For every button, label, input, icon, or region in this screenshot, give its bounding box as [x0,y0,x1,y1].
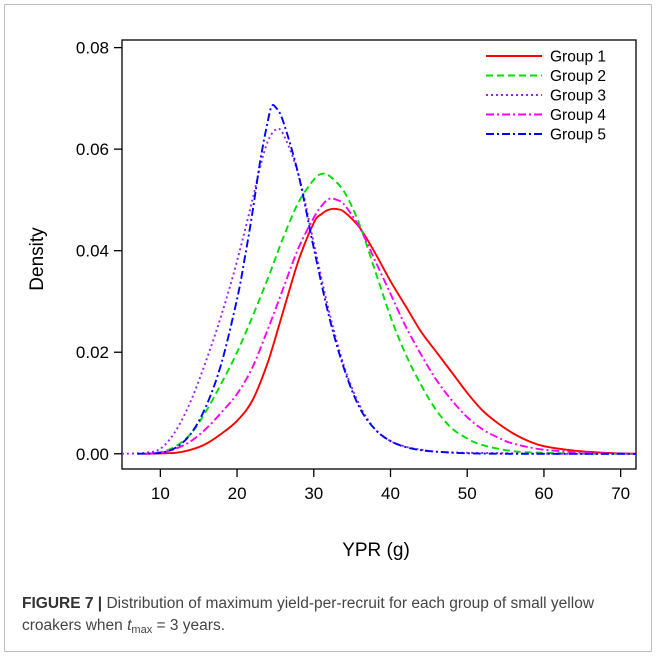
x-tick-label: 10 [151,484,170,503]
series-lines [121,104,637,455]
series-line-group-3 [121,127,636,455]
legend: Group 1 Group 2 Group 3 Group 4 Group 5 [486,49,606,144]
x-tick-label: 30 [304,484,323,503]
legend-label-group-4: Group 4 [550,107,606,124]
y-tick-label: 0.08 [76,39,109,58]
series-line-group-1 [144,207,637,455]
y-tick-label: 0.04 [76,242,109,261]
legend-label-group-3: Group 3 [550,88,606,105]
plot-border [121,39,637,470]
figure-caption: FIGURE 7 | Distribution of maximum yield… [22,593,637,637]
figure-frame: 10 20 30 40 50 60 70 0.00 0.02 0.04 0.06 0.08 Group… [4,4,652,652]
legend-label-group-5: Group 5 [550,127,606,144]
legend-label-group-2: Group 2 [550,68,606,85]
y-axis-label: Density [27,227,48,291]
caption-subscript: max [131,624,153,636]
series-line-group-2 [144,172,636,455]
x-tick-label: 60 [534,484,553,503]
caption-variable: t [127,617,132,634]
x-tick-label: 40 [381,484,400,503]
x-tick-label: 70 [611,484,630,503]
y-tick-label: 0.00 [76,445,109,464]
y-tick-label: 0.02 [76,343,109,362]
legend-label-group-1: Group 1 [550,49,606,66]
axes: 10 20 30 40 50 60 70 0.00 0.02 0.04 0.06 0.08 [76,39,637,503]
series-line-group-5 [137,104,636,455]
caption-text-2: = 3 years. [152,617,226,634]
x-tick-label: 50 [458,484,477,503]
y-tick-label: 0.06 [76,140,109,159]
caption-label: FIGURE 7 | [22,595,103,612]
caption-text-1: Distribution of maximum yield-per-recrui… [22,595,595,634]
density-chart: 10 20 30 40 50 60 70 0.00 0.02 0.04 0.06 0.08 Group… [27,39,637,561]
x-axis-label: YPR (g) [342,540,410,561]
x-tick-label: 20 [228,484,247,503]
series-line-group-4 [144,197,637,455]
